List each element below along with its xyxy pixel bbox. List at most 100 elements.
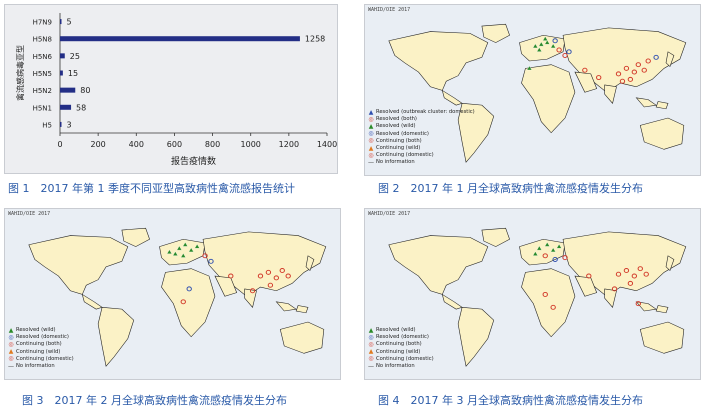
legend-item: ▲ Resolved (wild): [368, 123, 475, 130]
figure1-caption: 图 1 2017 年第 1 季度不同亚型高致病性禽流感报告统计: [8, 182, 295, 195]
legend-item: ◎ Resolved (domestic): [8, 334, 74, 341]
data-label: 58: [76, 103, 86, 112]
triangle-icon: ▲: [8, 326, 14, 334]
x-tick-label: 1200: [279, 140, 299, 149]
legend-item: ▲ Resolved (wild): [8, 327, 74, 334]
landmass: [665, 255, 675, 272]
outbreak-marker: [544, 242, 550, 247]
figure2-map-panel: WAHID/OIE 2017 ▲ Resolved (outbreak clust…: [364, 4, 701, 176]
outbreak-marker: [180, 253, 186, 258]
x-axis-title: 报告疫情数: [171, 155, 216, 167]
legend-label: Continuing (wild): [376, 348, 421, 355]
figure4-map-panel: WAHID/OIE 2017 ▲ Resolved (wild) ◎ Resolved…: [364, 208, 701, 380]
bar: [60, 121, 62, 127]
triangle-icon: ▲: [368, 326, 374, 334]
triangle-icon: ▲: [368, 348, 374, 356]
landmass: [521, 268, 576, 338]
legend-label: No information: [16, 363, 55, 370]
landmass: [159, 238, 206, 266]
data-label: 5: [67, 18, 72, 27]
legend-item: ◎ Resolved (domestic): [368, 131, 475, 138]
category-label: H5: [42, 121, 52, 129]
bar: [60, 19, 62, 25]
legend-item: ◎ Continuing (domestic): [8, 355, 74, 363]
legend-item: ◎ Resolved (both): [368, 116, 475, 123]
outbreak-marker: [180, 299, 186, 305]
outbreak-marker: [627, 280, 634, 286]
legend-item: — No information: [368, 159, 475, 166]
outbreak-marker: [249, 288, 256, 294]
landmass: [441, 89, 463, 106]
landmass: [81, 293, 103, 310]
landmass: [562, 27, 687, 93]
circle-icon: ◎: [368, 115, 374, 123]
landmass: [574, 71, 617, 104]
category-label: H5N6: [33, 53, 53, 61]
outbreak-marker: [550, 304, 556, 310]
circle-icon: ◎: [368, 333, 374, 341]
outbreak-marker: [532, 43, 538, 49]
outbreak-marker: [267, 282, 274, 288]
legend-label: Resolved (both): [376, 116, 417, 123]
category-label: H5N5: [33, 70, 52, 78]
outbreak-marker: [635, 62, 641, 68]
legend-item: — No information: [368, 363, 434, 370]
landmass: [521, 64, 576, 134]
circle-icon: ◎: [8, 341, 14, 348]
landmass: [121, 227, 150, 247]
bar: [60, 104, 72, 110]
legend-label: Continuing (wild): [376, 145, 421, 152]
outbreak-marker: [611, 286, 618, 292]
legend-item: ◎ Continuing (domestic): [368, 152, 475, 159]
outbreak-marker: [172, 251, 178, 256]
circle-icon: ◎: [368, 137, 374, 145]
outbreak-marker: [265, 269, 272, 275]
triangle-icon: ▲: [368, 123, 374, 130]
outbreak-marker: [631, 69, 638, 75]
outbreak-marker: [550, 43, 556, 49]
category-label: H5N2: [33, 87, 52, 95]
outbreak-marker: [615, 271, 622, 277]
legend-label: Resolved (wild): [376, 327, 416, 333]
outbreak-marker: [562, 255, 568, 261]
outbreak-marker: [586, 273, 592, 279]
outbreak-marker: [186, 286, 192, 292]
legend-label: Continuing (both): [376, 341, 422, 348]
legend-label: No information: [376, 363, 415, 370]
landmass: [635, 301, 669, 314]
outbreak-marker: [552, 256, 558, 262]
figure1-chart-panel: 0 200 400 600 800 1000 1200 1400 H7N9 5 H5N8 1258 H5…: [4, 4, 338, 174]
landmass: [441, 293, 463, 310]
world-map: [28, 227, 327, 367]
outbreak-marker: [526, 65, 533, 71]
circle-icon: ◎: [368, 130, 374, 138]
outbreak-marker: [257, 273, 264, 279]
legend-label: Continuing (domestic): [376, 355, 434, 362]
outbreak-marker: [653, 54, 659, 60]
legend-item: ◎ Continuing (both): [368, 138, 475, 145]
map-legend: ▲ Resolved (outbreak cluster: domestic) ◎ R…: [368, 109, 475, 167]
outbreak-marker: [623, 268, 630, 274]
legend-label: Resolved (domestic): [16, 334, 69, 341]
landmass: [279, 321, 325, 354]
outbreak-marker: [536, 245, 542, 251]
legend-label: Continuing (both): [376, 137, 422, 144]
triangle-icon: ▲: [8, 348, 14, 356]
outbreak-marker: [631, 273, 638, 279]
landmass: [202, 231, 327, 297]
outbreak-marker: [542, 291, 548, 297]
figure1-bar-chart: 0 200 400 600 800 1000 1200 1400 H7N9 5 H5N8 1258 H5…: [15, 13, 337, 167]
landmass: [635, 97, 669, 110]
outbreak-marker: [228, 273, 234, 279]
legend-label: Continuing (domestic): [16, 355, 74, 362]
x-tick-label: 600: [167, 140, 182, 149]
legend-label: Resolved (domestic): [376, 334, 429, 341]
outbreak-marker: [596, 75, 602, 81]
data-label: 3: [67, 120, 72, 129]
x-tick-label: 0: [57, 140, 62, 149]
map-header: WAHID/OIE 2017: [8, 211, 51, 217]
legend-label: No information: [376, 159, 415, 166]
x-tick-label: 1000: [241, 140, 261, 149]
data-label: 1258: [305, 35, 325, 44]
x-tick-label: 800: [205, 140, 220, 149]
